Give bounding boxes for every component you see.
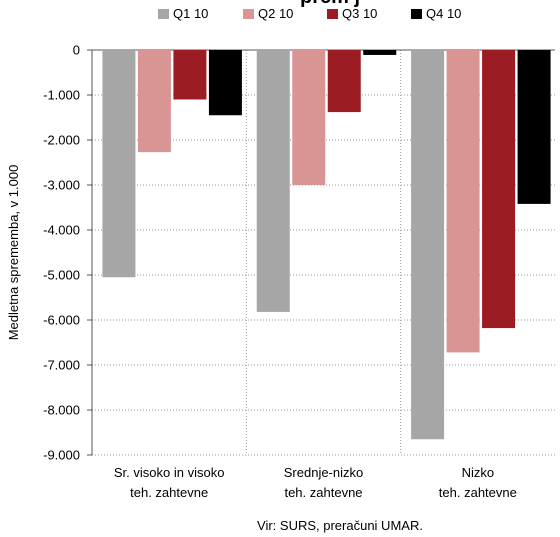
bar (482, 50, 516, 329)
x-tick-labels: Sr. visoko in visoko teh. zahtevne Srednje… (114, 465, 517, 500)
y-tick-labels: 0 -1.000 -2.000 -3.000 -4.000 -5.000 -6.000 -7.… (43, 43, 80, 463)
y-tick-label: -9.000 (43, 448, 80, 463)
bar (327, 50, 361, 113)
y-tick-label: -4.000 (43, 223, 80, 238)
y-tick-label: -2.000 (43, 133, 80, 148)
y-tick-label: -1.000 (43, 88, 80, 103)
bar (102, 50, 136, 278)
legend: Q1 10 Q2 10 Q3 10 Q4 10 (158, 6, 461, 21)
bar (446, 50, 480, 353)
bar (517, 50, 551, 204)
y-tick-label: -5.000 (43, 268, 80, 283)
legend-swatch (411, 9, 422, 19)
bar (137, 50, 171, 153)
x-tick-label: Sr. visoko in visoko teh. zahtevne (114, 465, 225, 500)
x-tick-label: Nizko teh. zahtevne (439, 465, 517, 500)
bar (173, 50, 207, 100)
chart-title: prem j (150, 0, 510, 9)
bar (208, 50, 242, 116)
y-tick-label: 0 (73, 43, 80, 58)
y-tick-label: -7.000 (43, 358, 80, 373)
legend-swatch (243, 9, 254, 19)
bar (256, 50, 290, 312)
x-tick-label: Srednje-nizko teh. zahtevne (284, 465, 364, 500)
y-tick-label: -8.000 (43, 403, 80, 418)
legend-label: Q3 10 (342, 6, 377, 21)
legend-label: Q1 10 (173, 6, 208, 21)
legend-label: Q2 10 (258, 6, 293, 21)
legend-label: Q4 10 (426, 6, 461, 21)
legend-swatch (327, 9, 338, 19)
bar (292, 50, 326, 185)
bar (363, 50, 397, 55)
bars (102, 50, 551, 440)
y-axis-label: Medletna sprememba, v 1.000 (6, 165, 21, 341)
source-note: Vir: SURS, preračuni UMAR. (257, 518, 423, 533)
legend-swatch (158, 9, 169, 19)
y-tick-label: -3.000 (43, 178, 80, 193)
bar (411, 50, 445, 440)
y-tick-label: -6.000 (43, 313, 80, 328)
